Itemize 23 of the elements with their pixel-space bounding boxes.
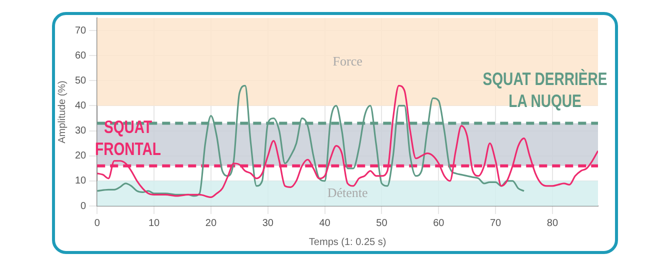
x-tick-label: 40 bbox=[319, 218, 331, 229]
x-tick-label: 80 bbox=[546, 218, 558, 229]
y-tick-label: 20 bbox=[75, 150, 87, 162]
series-label: SQUAT FRONTAL bbox=[95, 117, 162, 160]
x-tick-label: 30 bbox=[262, 218, 274, 229]
x-tick-label: 50 bbox=[376, 218, 388, 229]
y-tick-label: 40 bbox=[75, 100, 87, 112]
band-label: Détente bbox=[327, 184, 368, 200]
x-tick-label: 70 bbox=[490, 218, 502, 229]
y-axis-title: Amplitude (%) bbox=[56, 80, 68, 144]
x-tick-label: 10 bbox=[148, 218, 160, 229]
y-tick-label: 50 bbox=[75, 75, 87, 86]
x-axis-title: Temps (1: 0.25 s) bbox=[308, 236, 386, 248]
x-tick-label: 0 bbox=[94, 218, 100, 229]
y-tick-label: 30 bbox=[75, 126, 87, 137]
y-tick-label: 10 bbox=[75, 176, 87, 187]
text: SQUAT DERRIÈRE LA NUQUE bbox=[482, 68, 608, 112]
y-tick-label: 60 bbox=[75, 50, 87, 62]
y-tick-label: 70 bbox=[75, 25, 87, 36]
y-tick-label: 0 bbox=[80, 200, 87, 212]
x-tick-label: 60 bbox=[433, 218, 445, 229]
x-tick-label: 20 bbox=[205, 218, 217, 229]
band-label: Force bbox=[332, 53, 363, 68]
